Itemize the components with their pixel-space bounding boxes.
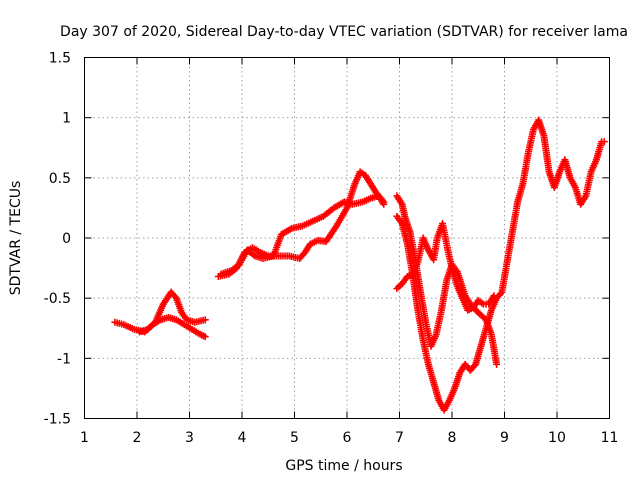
axis-ticks: 1 2 3 4 5 6 7 8 9 10 11 -1.5 -1 -0.5 0 0.5 1 1.5 (44, 51, 619, 447)
y-tick-label: 0.5 (49, 171, 71, 187)
data-point (600, 138, 608, 146)
x-tick-label: 3 (185, 430, 194, 446)
y-tick-label: -1.5 (44, 412, 71, 428)
x-tick-label: 9 (500, 430, 509, 446)
x-tick-label: 4 (238, 430, 247, 446)
x-tick-label: 8 (448, 430, 457, 446)
series-track-4 (217, 192, 388, 278)
y-tick-label: 1.5 (49, 51, 71, 67)
y-axis-label: SDTVAR / TECUs (8, 181, 24, 296)
data-point (470, 362, 478, 370)
data-point (171, 293, 179, 301)
x-tick-label: 1 (80, 430, 89, 446)
data-point (493, 360, 501, 368)
y-tick-label: 0 (62, 231, 71, 247)
x-tick-label: 7 (395, 430, 404, 446)
data-point (380, 200, 388, 208)
data-point (497, 290, 505, 298)
x-tick-label: 6 (343, 430, 352, 446)
x-axis-label: GPS time / hours (285, 458, 402, 474)
y-tick-label: -1 (57, 351, 71, 367)
x-tick-label: 11 (601, 430, 619, 446)
y-tick-label: 1 (62, 111, 71, 127)
x-tick-label: 5 (290, 430, 299, 446)
data-points (111, 116, 608, 414)
y-tick-label: -0.5 (44, 291, 71, 307)
data-point (201, 316, 209, 324)
series-track-2 (136, 288, 209, 336)
x-tick-label: 2 (133, 430, 142, 446)
x-tick-label: 10 (548, 430, 566, 446)
grid-lines (84, 57, 610, 419)
data-point (201, 333, 209, 341)
series-track-7 (393, 116, 608, 414)
chart-title: Day 307 of 2020, Sidereal Day-to-day VTE… (60, 24, 628, 40)
